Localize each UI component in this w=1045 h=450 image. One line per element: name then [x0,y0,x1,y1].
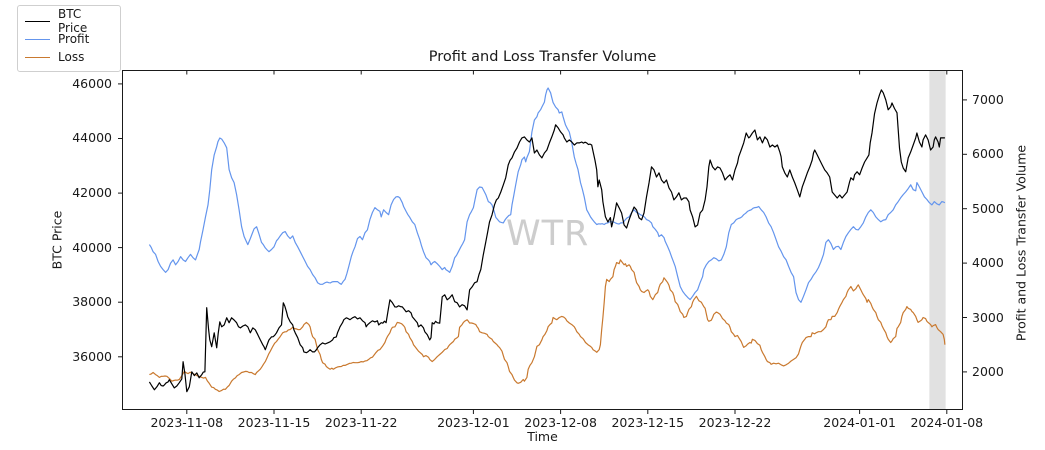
x-tick-label: 2023-11-15 [237,415,311,430]
right-y-tick-label: 6000 [972,146,1004,162]
left-y-tick-label: 36000 [72,348,112,364]
x-tick-label: 2023-12-22 [698,415,772,430]
highlight-band [929,70,946,410]
right-y-tick-label: 2000 [972,363,1004,379]
legend-label-loss: Loss [58,50,85,64]
legend-item-loss: Loss [25,48,112,66]
left-y-tick-label: 40000 [72,239,112,255]
left-y-tick-label: 46000 [72,75,112,91]
right-y-tick-label: 4000 [972,255,1004,271]
series-line-loss [149,259,946,393]
right-y-tick-label: 3000 [972,309,1004,325]
legend-item-profit: Profit [25,30,112,48]
x-tick-label: 2023-11-22 [324,415,398,430]
series-line-profit [148,87,946,303]
right-y-tick-label: 5000 [972,200,1004,216]
x-tick-label: 2024-01-01 [823,415,896,430]
axes-spines [122,70,963,410]
left-y-tick-label: 38000 [72,294,112,310]
legend-item-btc-price: BTC Price [25,7,112,35]
legend-label-btc-price: BTC Price [58,7,88,35]
x-tick-label: 2023-12-01 [437,415,510,430]
profit-line-sample [25,38,50,40]
legend: BTC Price Profit Loss [17,5,121,72]
series-line-btc-price [148,89,945,393]
left-y-tick-label: 42000 [72,185,112,201]
x-tick-label: 2024-01-08 [910,415,984,430]
chart-title: Profit and Loss Transfer Volume [428,49,657,65]
x-tick-label: 2023-12-08 [524,415,597,430]
x-axis-label: Time [527,429,558,444]
x-tick-label: 2023-11-08 [150,415,224,430]
btc-price-line-sample [25,20,50,22]
watermark-text: WTR [506,214,590,254]
loss-line-sample [25,56,50,58]
legend-label-profit: Profit [58,32,90,46]
left-y-tick-label: 44000 [72,130,112,146]
x-tick-label: 2023-12-15 [611,415,685,430]
right-y-tick-label: 7000 [972,91,1004,107]
